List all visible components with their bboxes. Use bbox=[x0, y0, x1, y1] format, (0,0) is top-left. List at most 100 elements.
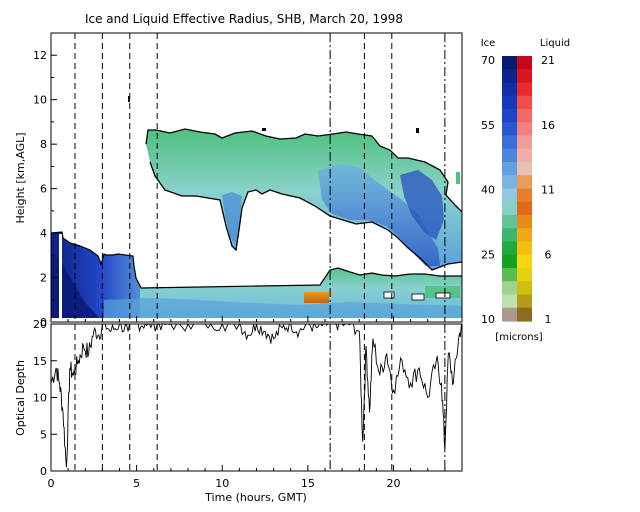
ice-colorbar-swatch bbox=[502, 95, 517, 110]
liquid-colorbar-swatch bbox=[517, 95, 532, 110]
liquid-colorbar-tick-label: 6 bbox=[545, 248, 552, 261]
liquid-colorbar-swatch bbox=[517, 281, 532, 296]
ice-colorbar-swatch bbox=[502, 215, 517, 229]
liquid-colorbar-swatch bbox=[517, 268, 532, 282]
liquid-colorbar-swatch bbox=[517, 175, 532, 190]
cloud-fragment bbox=[456, 172, 460, 184]
time-axis-label: Time (hours, GMT) bbox=[204, 491, 307, 504]
liquid-colorbar-ticks: 21 16 11 6 1 bbox=[541, 54, 555, 326]
y-tick-label: 8 bbox=[40, 138, 47, 151]
liquid-colorbar-swatch bbox=[517, 215, 532, 229]
ice-colorbar-tick-label: 40 bbox=[481, 184, 495, 197]
liquid-colorbar-tick-label: 11 bbox=[541, 184, 555, 197]
liquid-colorbar-swatch bbox=[517, 228, 532, 243]
colorbar: Ice Liquid 70 55 40 25 10 21 16 11 6 1 [microns] bbox=[481, 38, 570, 343]
optical-depth-panel: 0 5 10 15 20 0 5 10 15 20 Optical Depth Time (ho… bbox=[14, 318, 463, 504]
y-tick-label: 0 bbox=[40, 316, 47, 329]
liquid-colorbar-swatch bbox=[517, 201, 532, 216]
optical-depth-axis-label: Optical Depth bbox=[14, 360, 27, 436]
bottom-plot-frame bbox=[50, 323, 463, 472]
y-tick-label: 6 bbox=[40, 183, 47, 196]
ice-colorbar-swatch bbox=[502, 109, 517, 123]
bottom-marker-lines bbox=[74, 324, 446, 471]
y-tick-label: 5 bbox=[40, 428, 47, 441]
ice-colorbar-swatch bbox=[502, 148, 517, 163]
colorbar-units: [microns] bbox=[495, 332, 542, 343]
ice-colorbar-swatch bbox=[502, 307, 517, 322]
ice-colorbar-label: Ice bbox=[481, 38, 496, 49]
ice-colorbar-swatch bbox=[502, 162, 517, 176]
y-tick-label: 20 bbox=[33, 318, 47, 331]
y-tick-label: 4 bbox=[40, 227, 47, 240]
cloud-fragment bbox=[383, 291, 395, 299]
low-ice-layer-lower bbox=[104, 298, 462, 318]
cloud-fragment bbox=[262, 128, 266, 131]
top-marker-lines bbox=[74, 33, 446, 322]
cloud-fragment bbox=[411, 293, 425, 301]
x-tick-label: 20 bbox=[387, 477, 401, 490]
low-ice-cloud-early-core bbox=[51, 252, 100, 318]
liquid-cloud-patch bbox=[304, 292, 329, 303]
ice-colorbar bbox=[502, 56, 517, 322]
y-tick-label: 10 bbox=[33, 94, 47, 107]
liquid-colorbar-tick-label: 1 bbox=[545, 313, 552, 326]
upper-ice-right-core bbox=[400, 170, 444, 240]
y-tick-label: 2 bbox=[40, 272, 47, 285]
liquid-colorbar bbox=[517, 56, 532, 322]
liquid-colorbar-swatch bbox=[517, 307, 532, 322]
y-tick-label: 10 bbox=[33, 392, 47, 405]
liquid-colorbar-swatch bbox=[517, 294, 532, 309]
liquid-colorbar-swatch bbox=[517, 241, 532, 256]
ice-colorbar-swatch bbox=[502, 201, 517, 216]
optical-depth-axis: 0 5 10 15 20 bbox=[33, 318, 57, 478]
ice-colorbar-swatch bbox=[502, 175, 517, 190]
liquid-cloud-patch-right bbox=[425, 286, 460, 298]
x-tick-label: 10 bbox=[215, 477, 229, 490]
optical-depth-series-line bbox=[50, 322, 462, 468]
y-tick-label: 12 bbox=[33, 49, 47, 62]
liquid-colorbar-label: Liquid bbox=[540, 38, 570, 49]
liquid-colorbar-swatch bbox=[517, 254, 532, 269]
liquid-colorbar-swatch bbox=[517, 82, 532, 97]
liquid-colorbar-swatch bbox=[517, 69, 532, 84]
low-cloud-outline bbox=[50, 231, 462, 289]
effective-radius-panel: 0 2 4 6 8 10 12 Height [km,AGL] bbox=[14, 32, 463, 329]
liquid-colorbar-swatch bbox=[517, 122, 532, 137]
ice-colorbar-swatch bbox=[502, 268, 517, 282]
liquid-colorbar-swatch bbox=[517, 188, 532, 203]
time-axis: 0 5 10 15 20 bbox=[48, 465, 463, 490]
height-axis: 0 2 4 6 8 10 12 bbox=[33, 49, 57, 329]
ice-colorbar-swatch bbox=[502, 228, 517, 243]
ice-colorbar-swatch bbox=[502, 82, 517, 97]
liquid-colorbar-swatch bbox=[517, 109, 532, 123]
ice-colorbar-swatch bbox=[502, 122, 517, 137]
ice-colorbar-tick-label: 70 bbox=[481, 54, 495, 67]
x-tick-label: 0 bbox=[48, 477, 55, 490]
ice-colorbar-tick-label: 55 bbox=[481, 119, 495, 132]
ice-colorbar-swatch bbox=[502, 294, 517, 309]
ice-colorbar-ticks: 70 55 40 25 10 bbox=[481, 54, 495, 326]
liquid-colorbar-swatch bbox=[517, 135, 532, 150]
liquid-colorbar-swatch bbox=[517, 148, 532, 163]
ice-colorbar-swatch bbox=[502, 56, 517, 70]
liquid-colorbar-tick-label: 21 bbox=[541, 54, 555, 67]
ice-colorbar-tick-label: 10 bbox=[481, 313, 495, 326]
upper-ice-secondary-core bbox=[222, 192, 242, 244]
gap-streak bbox=[59, 234, 62, 318]
y-tick-label: 0 bbox=[40, 465, 47, 478]
ice-colorbar-swatch bbox=[502, 254, 517, 269]
ice-colorbar-swatch bbox=[502, 281, 517, 296]
x-tick-label: 15 bbox=[301, 477, 315, 490]
ice-colorbar-tick-label: 25 bbox=[481, 248, 495, 261]
cloud-fragment bbox=[416, 128, 419, 133]
liquid-colorbar-tick-label: 16 bbox=[541, 119, 555, 132]
x-tick-label: 5 bbox=[133, 477, 140, 490]
liquid-colorbar-swatch bbox=[517, 56, 532, 70]
y-tick-label: 15 bbox=[33, 355, 47, 368]
cloud-field bbox=[50, 96, 463, 318]
height-axis-label: Height [km,AGL] bbox=[14, 132, 27, 223]
upper-ice-dense-core bbox=[318, 164, 440, 266]
ice-colorbar-swatch bbox=[502, 69, 517, 84]
ice-colorbar-swatch bbox=[502, 241, 517, 256]
